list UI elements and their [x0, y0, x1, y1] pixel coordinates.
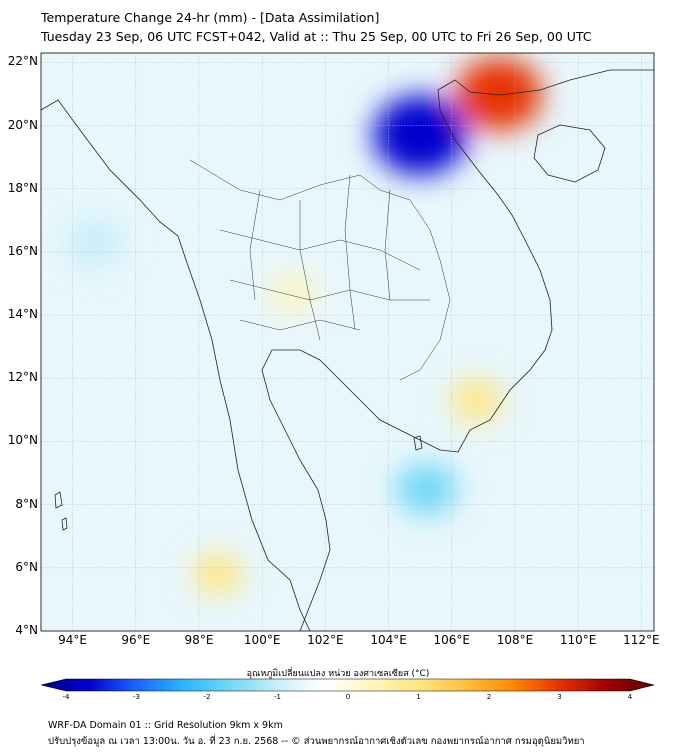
colorbar-tick-label: 2: [486, 693, 492, 701]
colorbar-tick-label: 1: [416, 693, 421, 701]
temperature-anomaly-3: [451, 379, 503, 422]
hainan-island: [533, 124, 606, 183]
temperature-anomaly-0: [455, 57, 543, 131]
phu-quoc-island: [413, 435, 423, 451]
lat-tick-label: 18°N: [7, 180, 38, 195]
temperature-anomaly-2: [270, 273, 318, 313]
lon-tick-label: 98°E: [184, 633, 214, 647]
lat-tick-label: 22°N: [7, 54, 38, 69]
lon-tick-label: 110°E: [559, 633, 597, 647]
colorbar-bar: [40, 678, 655, 692]
colorbar-tick-label: -1: [274, 693, 281, 701]
temperature-anomaly-1: [373, 95, 467, 175]
temperature-anomaly-6: [65, 218, 124, 267]
temperature-field: [65, 57, 543, 595]
province-borders: [189, 159, 451, 381]
lat-tick-label: 14°N: [7, 307, 38, 322]
chart-subtitle: Tuesday 23 Sep, 06 UTC FCST+042, Valid a…: [41, 29, 592, 44]
chart-title: Temperature Change 24-hr (mm) - [Data As…: [41, 10, 380, 25]
lon-tick-label: 100°E: [243, 633, 281, 647]
temperature-anomaly-4: [395, 462, 458, 515]
colorbar-tick-label: 4: [627, 693, 633, 701]
colorbar-tick-label: 3: [557, 693, 562, 701]
lat-tick-label: 4°N: [15, 623, 38, 637]
lon-tick-label: 108°E: [496, 633, 534, 647]
graticule: [41, 53, 654, 631]
map-border: [40, 52, 655, 632]
lon-tick-label: 104°E: [370, 633, 407, 647]
lat-tick-label: 8°N: [15, 496, 38, 511]
lon-tick-label: 106°E: [433, 633, 471, 647]
map-canvas: [40, 52, 655, 692]
lat-tick-label: 20°N: [7, 117, 38, 132]
colorbar-tick-label: -4: [62, 693, 70, 701]
lat-tick-label: 16°N: [7, 243, 38, 258]
map-background: [41, 53, 654, 631]
lat-tick-label: 6°N: [15, 559, 38, 574]
lat-tick-label: 12°N: [7, 370, 38, 385]
coastlines: [41, 69, 654, 631]
lon-tick-label: 94°E: [58, 633, 88, 647]
lat-tick-label: 10°N: [7, 433, 38, 448]
lon-tick-label: 112°E: [623, 633, 660, 647]
temperature-anomaly-5: [193, 553, 243, 595]
mainland-coastline: [41, 69, 654, 631]
lon-tick-label: 96°E: [121, 633, 151, 647]
andaman-islands: [54, 491, 68, 531]
colorbar: [40, 678, 655, 692]
footer-model-info: WRF-DA Domain 01 :: Grid Resolution 9km …: [48, 720, 283, 731]
lon-tick-label: 102°E: [307, 633, 344, 647]
colorbar-title: อุณหภูมิเปลี่ยนแปลง หน่วย องศาเซลเซียส (…: [246, 669, 430, 679]
colorbar-tick-label: -3: [133, 693, 140, 701]
footer-credit: ปรับปรุงข้อมูล ณ เวลา 13:00น. วัน อ. ที่…: [48, 736, 585, 747]
colorbar-tick-label: 0: [345, 693, 351, 701]
colorbar-tick-label: -2: [203, 693, 211, 701]
